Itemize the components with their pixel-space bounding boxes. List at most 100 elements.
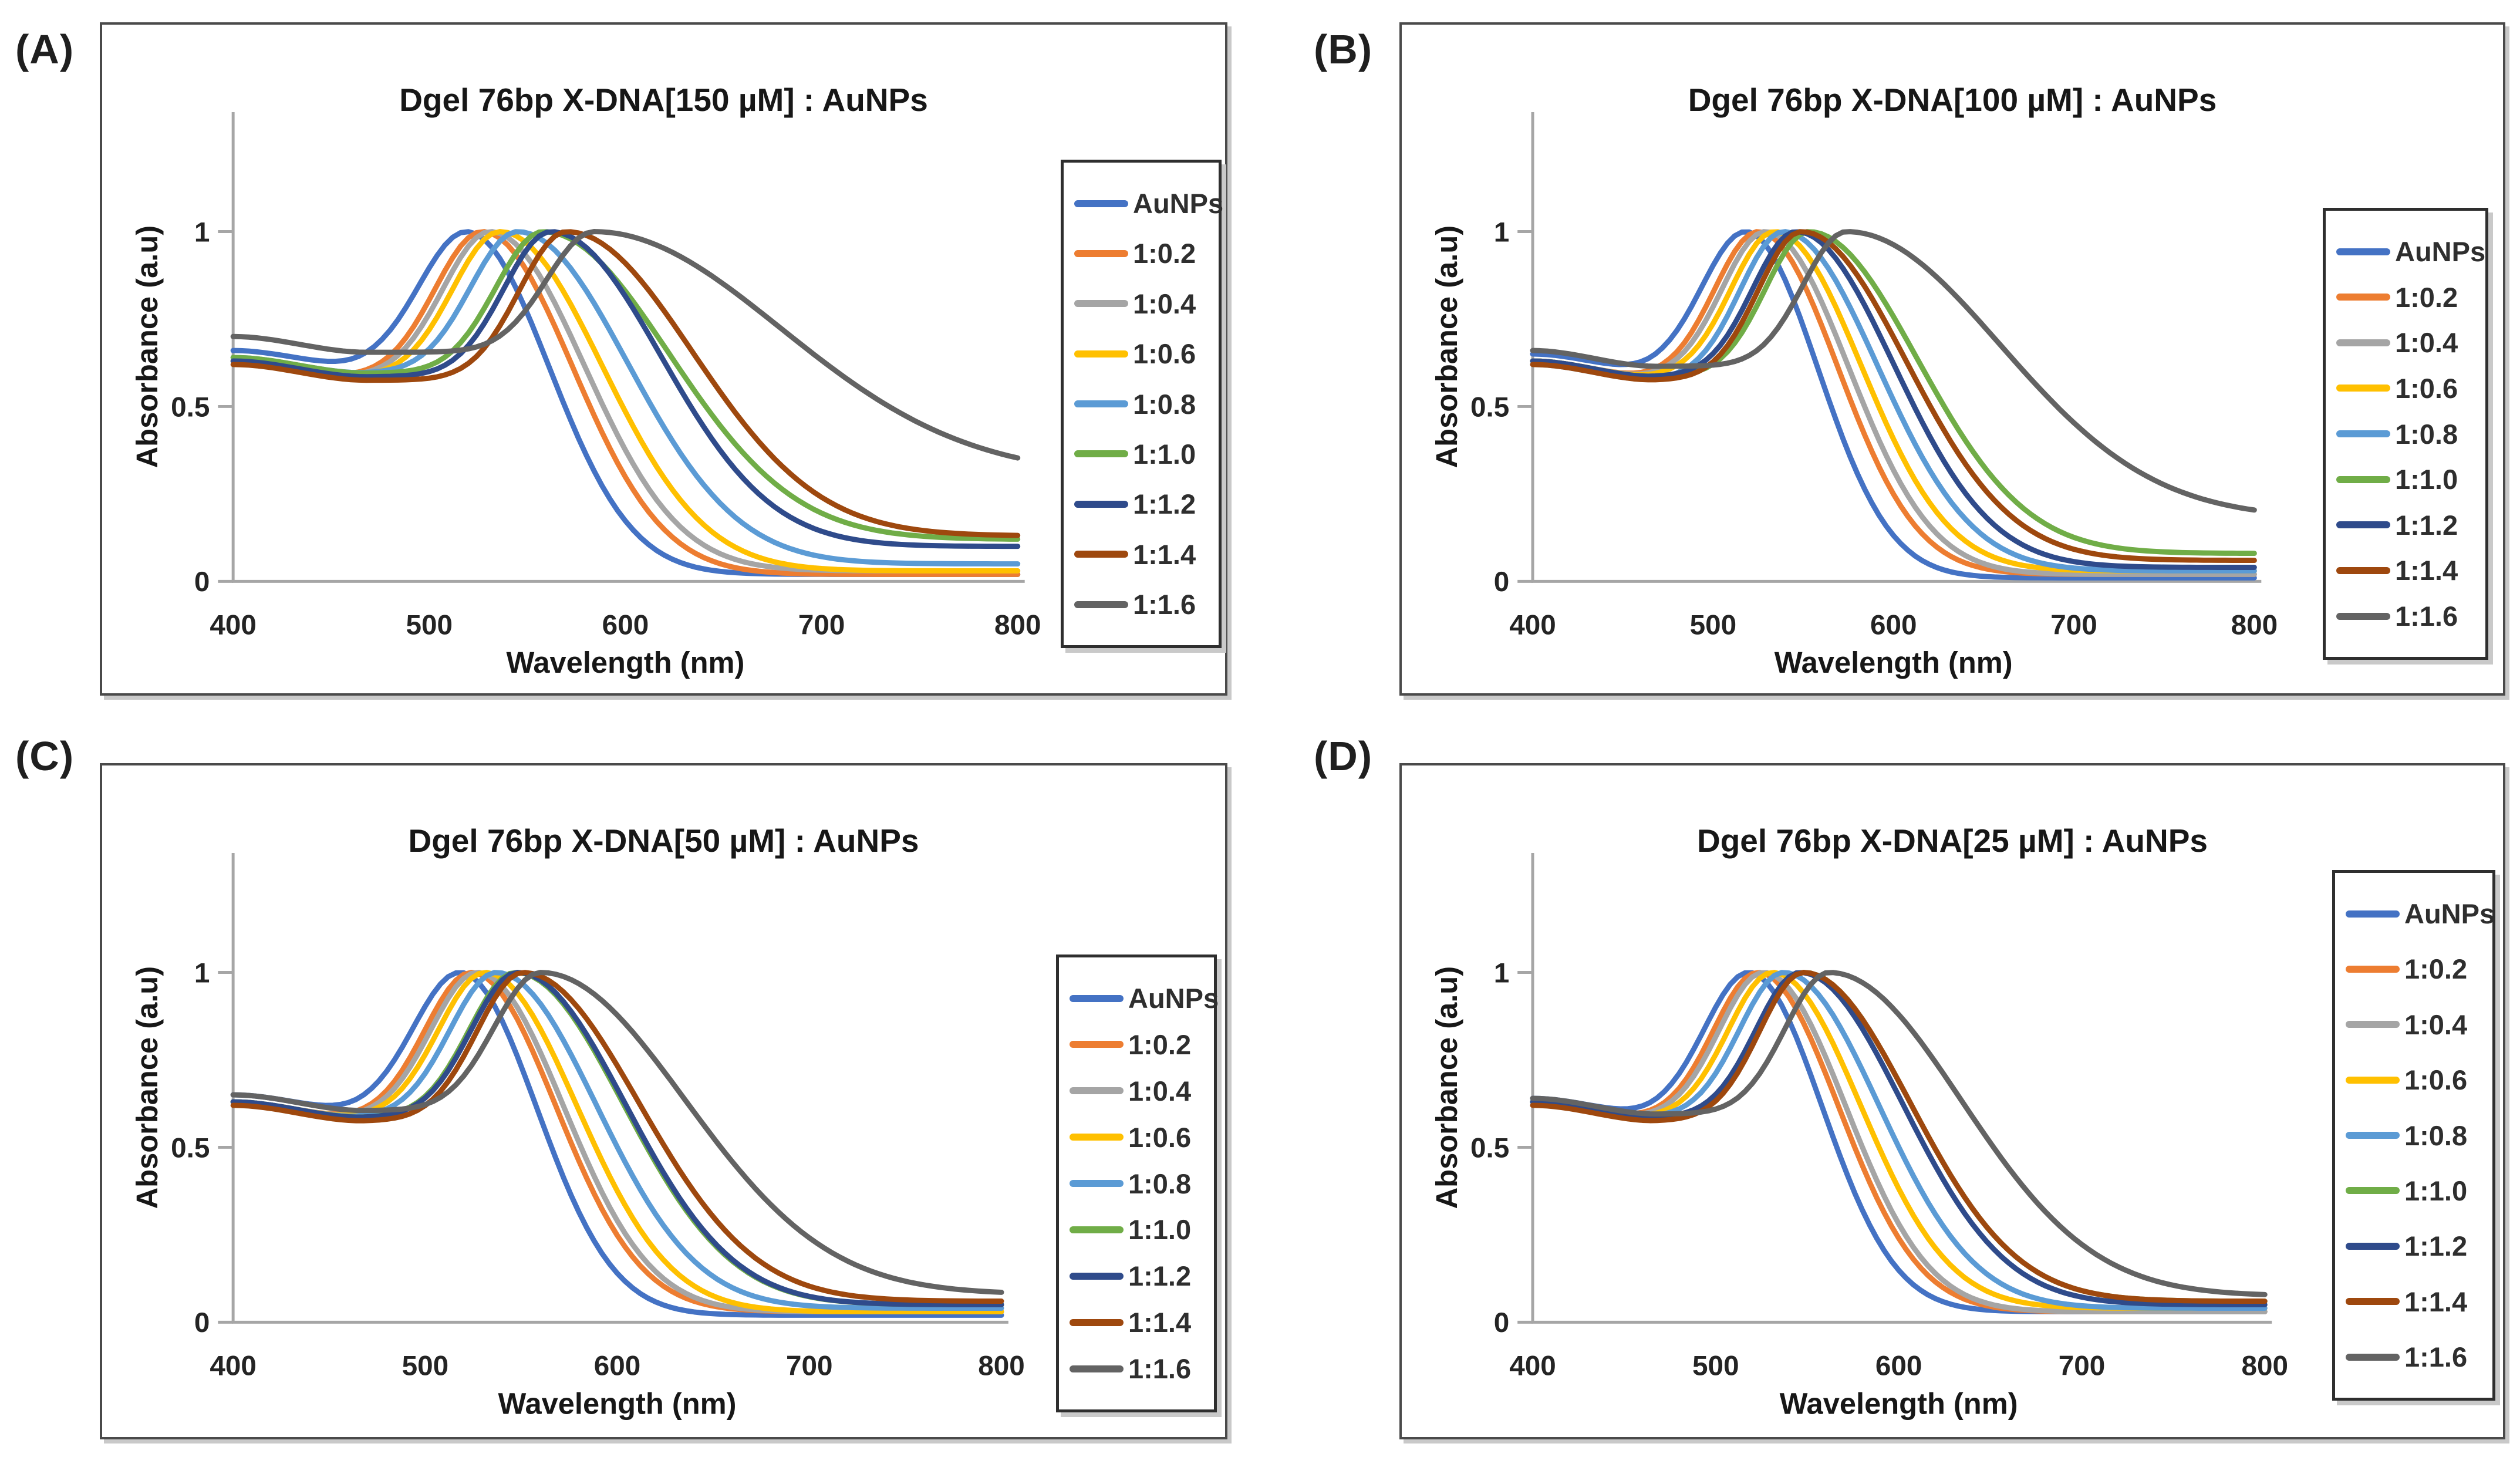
legend-item: AuNPs [1074,187,1223,220]
legend-line-swatch-icon [2346,1021,2400,1028]
series-curve-1:1.6 [230,229,1021,461]
legend-line-swatch-icon [1074,400,1128,407]
x-tick-label: 500 [1692,1351,1739,1382]
legend-box-a: AuNPs 1:0.2 1:0.4 1:0.6 1:0.8 1:1.0 1:1.2 1:1.4… [1061,160,1223,648]
y-axis-title: Absorbance (a.u) [130,225,164,468]
legend-label: 1:0.4 [2395,327,2458,359]
legend-line-swatch-icon [2346,910,2400,918]
x-tick-label: 700 [2050,610,2097,641]
series-curve-1:0.4 [1530,970,2268,1314]
legend-box-c: AuNPs 1:0.2 1:0.4 1:0.6 1:0.8 1:1.0 1:1.2 1:1.4… [1056,955,1219,1412]
legend-line-swatch-icon [1074,601,1128,608]
legend-item: 1:1.2 [1070,1260,1209,1292]
legend-line-swatch-icon [2346,965,2400,973]
legend-label: AuNPs [2395,236,2486,267]
legend-item: 1:0.8 [2336,418,2481,450]
legend-item: 1:1.2 [1074,488,1214,520]
legend-item: 1:1.4 [1074,538,1214,571]
legend-line-swatch-icon [1074,300,1128,308]
series-curve-1:1.4 [230,970,1004,1304]
legend-label: 1:0.6 [2395,372,2458,404]
legend-label: 1:1.4 [2395,555,2458,586]
series-curve-1:1.4 [1530,229,2257,564]
legend-line-swatch-icon [2336,475,2390,483]
x-tick-label: 800 [2242,1351,2289,1382]
legend-line-swatch-icon [2336,385,2390,392]
x-tick-label: 700 [786,1351,833,1382]
legend-line-swatch-icon [1070,994,1124,1002]
series-curve-1:1.2 [1530,229,2257,570]
series-curve-1:1.0 [230,229,1021,542]
legend-line-swatch-icon [2346,1187,2400,1195]
series-curve-1:0.6 [1530,970,2268,1311]
legend-item: 1:1.6 [1070,1353,1209,1385]
legend-label: 1:1.6 [1133,589,1196,620]
legend-line-swatch-icon [2336,339,2390,346]
legend-item: 1:1.0 [2336,463,2481,495]
legend-box-b: AuNPs 1:0.2 1:0.4 1:0.6 1:0.8 1:1.0 1:1.2 1:1.4… [2323,208,2488,660]
panel-box-c: Dgel 76bp X-DNA[50 µM] : AuNPs 0 0.5 1 400 5… [100,763,1227,1439]
x-axis-title: Wavelength (nm) [1775,646,2013,679]
legend-item: 1:1.0 [2346,1175,2488,1207]
x-tick-label: 500 [1690,610,1737,641]
series-curve-1:1.6 [230,970,1004,1295]
y-tick-label: 0.5 [171,1132,210,1163]
x-tick-label: 400 [210,1351,257,1382]
panel-box-a: Dgel 76bp X-DNA[150 µM] : AuNPs 0 0.5 1 400… [100,22,1227,696]
x-tick-label: 600 [1870,610,1917,641]
legend-line-swatch-icon [2336,430,2390,437]
legend-item: 1:1.4 [2346,1286,2488,1318]
x-axis-title: Wavelength (nm) [498,1387,737,1420]
x-tick-label: 600 [602,610,649,641]
legend-label: AuNPs [1133,188,1224,219]
chart-canvas-a: 0 0.5 1 400 500 600 700 800 Wavelength (nm) Absor… [130,112,1041,679]
legend-label: 1:1.4 [1128,1307,1192,1338]
legend-label: 1:1.2 [2404,1230,2468,1262]
legend-item: 1:0.2 [2346,953,2488,985]
legend-item: 1:0.8 [1074,388,1214,420]
legend-item: 1:0.6 [1070,1121,1209,1154]
legend-line-swatch-icon [2346,1076,2400,1084]
legend-label: 1:1.6 [2404,1341,2468,1372]
legend-item: 1:0.4 [2346,1009,2488,1041]
legend-line-swatch-icon [2346,1298,2400,1306]
panel-label-a: (A) [15,26,75,72]
series-curve-1:1.6 [1530,970,2268,1297]
panel-title-b: Dgel 76bp X-DNA[100 µM] : AuNPs [1688,82,2217,118]
legend-item: 1:0.6 [2346,1064,2488,1096]
series-curve-1:1.2 [230,970,1004,1308]
legend-line-swatch-icon [1070,1041,1124,1048]
y-tick-label: 0 [1494,566,1510,598]
legend-line-swatch-icon [1074,200,1128,207]
y-tick-label: 0 [194,566,210,598]
x-tick-label: 400 [1509,610,1556,641]
series-curve-1:0.8 [230,229,1021,567]
series-curve-1:1.2 [1530,970,2268,1308]
legend-label: 1:1.4 [2404,1286,2468,1317]
y-tick-label: 0 [194,1307,210,1338]
series-curve-1:1.6 [1530,229,2257,513]
series-curve-1:1.0 [1530,970,2268,1304]
legend-line-swatch-icon [1070,1180,1124,1187]
legend-label: 1:0.8 [1128,1168,1192,1199]
panel-label-c: (C) [15,733,75,779]
legend-line-swatch-icon [1070,1087,1124,1095]
legend-label: 1:1.2 [2395,509,2458,541]
x-tick-label: 700 [798,610,845,641]
y-tick-label: 0 [1494,1307,1510,1338]
legend-label: 1:0.2 [1133,238,1196,269]
legend-item: 1:0.8 [1070,1168,1209,1200]
legend-line-swatch-icon [1074,249,1128,257]
y-axis-title: Absorbance (a.u) [130,966,164,1209]
panel-box-b: Dgel 76bp X-DNA[100 µM] : AuNPs 0 0.5 1 400… [1399,22,2505,696]
legend-line-swatch-icon [1074,500,1128,508]
series-curve-1:1.4 [1530,970,2268,1304]
panel-label-b: (B) [1314,26,1373,72]
legend-item: 1:0.4 [2336,326,2481,359]
y-axis-title: Absorbance (a.u) [1430,966,1463,1209]
x-tick-label: 800 [2231,610,2278,641]
legend-item: 1:1.6 [2336,600,2481,632]
x-tick-label: 600 [594,1351,641,1382]
panel-box-d: Dgel 76bp X-DNA[25 µM] : AuNPs 0 0.5 1 400 5… [1399,763,2505,1439]
legend-line-swatch-icon [2346,1132,2400,1139]
